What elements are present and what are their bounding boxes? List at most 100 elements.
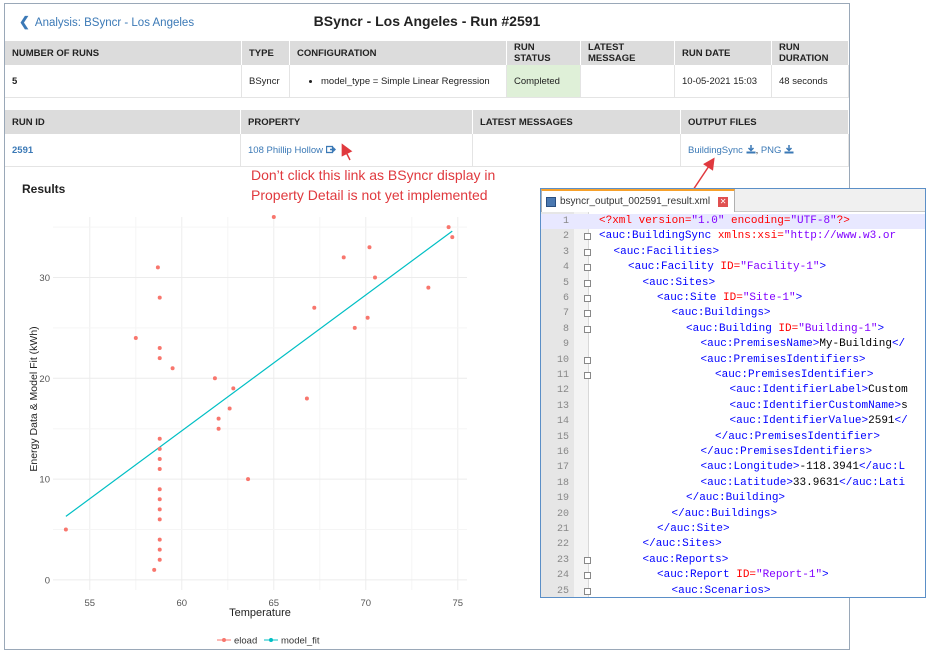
chevron-left-icon: ❮ — [19, 14, 30, 29]
fold-toggle-icon[interactable] — [584, 372, 591, 379]
line-number: 13 — [556, 400, 569, 412]
code-token: <auc:PremisesIdentifiers> — [700, 353, 866, 366]
code-token: "http://www.w3.or — [783, 230, 897, 243]
code-text: <auc:Buildings> — [672, 306, 771, 321]
code-token: <auc:Site — [657, 292, 724, 304]
back-link-label: Analysis: BSyncr - Los Angeles — [34, 17, 195, 29]
column-header[interactable]: LATEST MESSAGES — [472, 110, 681, 134]
fold-toggle-icon[interactable] — [584, 587, 591, 595]
code-text: <auc:Building ID="Building-1"> — [686, 322, 884, 337]
code-token: <auc:Sites> — [642, 276, 716, 289]
editor-tab-bar: bsyncr_output_002591_result.xml ✕ — [541, 189, 925, 212]
line-number: 16 — [556, 447, 569, 458]
y-axis-label: Energy Data & Model Fit (kWh) — [28, 326, 40, 471]
code-line: 13 <auc:IdentifierCustomName>s — [541, 399, 925, 414]
back-to-analysis-link[interactable]: ❮ Analysis: BSyncr - Los Angeles — [19, 14, 194, 30]
code-text: <auc:IdentifierValue>2591</ — [730, 414, 908, 429]
eload-point — [157, 547, 162, 552]
page-title: BSyncr - Los Angeles - Run #2591 — [313, 13, 541, 29]
code-token: </auc:Site> — [657, 523, 730, 535]
code-line: 14 <auc:IdentifierValue>2591</ — [541, 414, 925, 429]
code-token: </ — [894, 415, 908, 428]
eload-point — [170, 366, 175, 371]
chart-grid — [53, 217, 467, 590]
fold-toggle-icon[interactable] — [584, 295, 591, 302]
legend-eload-label: eload — [234, 636, 257, 647]
column-header[interactable]: CONFIGURATION — [289, 41, 507, 65]
column-header[interactable]: RUN DATE — [674, 41, 772, 65]
column-header[interactable]: TYPE — [241, 41, 290, 65]
editor-body[interactable]: 1 <?xml version="1.0" encoding="UTF-8"?> 2… — [541, 212, 925, 597]
column-header[interactable]: NUMBER OF RUNS — [5, 41, 242, 65]
axis-ticks: 55 60 65 70 75 0 10 20 30 — [39, 273, 463, 609]
code-line: 16 </auc:PremisesIdentifiers> — [541, 445, 925, 460]
code-token: "1.0" — [691, 215, 725, 227]
fold-toggle-icon[interactable] — [584, 248, 591, 256]
eload-point — [271, 215, 276, 219]
column-header[interactable]: PROPERTY — [240, 110, 473, 134]
eload-point — [450, 235, 455, 240]
fold-toggle-icon[interactable] — [584, 572, 591, 580]
line-number: 21 — [556, 524, 569, 535]
legend-model-fit-marker — [269, 638, 273, 642]
fold-toggle-icon[interactable] — [584, 556, 591, 564]
code-token: ID= — [720, 261, 741, 274]
code-text: <auc:IdentifierLabel>Custom — [730, 383, 908, 398]
code-token: <auc:IdentifierValue> — [729, 415, 869, 428]
column-header[interactable]: RUN ID — [5, 110, 241, 134]
code-token: My-Building — [819, 338, 892, 351]
code-line: 20 </auc:Buildings> — [541, 507, 925, 522]
fold-toggle-icon[interactable] — [584, 310, 591, 318]
buildingsync-download-link[interactable]: BuildingSync — [688, 144, 756, 156]
y-tick-label: 30 — [39, 273, 50, 284]
fold-toggle-icon[interactable] — [584, 356, 591, 364]
model-fit-line — [65, 230, 453, 517]
column-header[interactable]: RUN DURATION — [771, 41, 849, 65]
code-line: 19 </auc:Building> — [541, 491, 925, 506]
eload-point — [312, 305, 317, 310]
code-token: -118.3941 — [799, 461, 859, 474]
line-number: 15 — [556, 431, 569, 443]
legend-eload-marker — [222, 638, 226, 642]
code-token: </auc:Lati — [839, 476, 906, 489]
code-line: 7 <auc:Buildings> — [541, 306, 925, 321]
code-text: <auc:PremisesIdentifiers> — [701, 353, 866, 368]
column-header[interactable]: RUN STATUS — [506, 41, 581, 65]
code-token: </auc:PremisesIdentifier> — [715, 430, 881, 443]
file-tab[interactable]: bsyncr_output_002591_result.xml ✕ — [541, 189, 736, 212]
line-number: 24 — [556, 570, 569, 582]
line-number: 5 — [562, 277, 569, 289]
code-token: </auc:Buildings> — [671, 507, 778, 520]
line-number: 3 — [562, 246, 569, 258]
fold-toggle-icon[interactable] — [584, 279, 591, 287]
fold-toggle-icon[interactable] — [584, 233, 591, 241]
warning-annotation: Don’t click this link as BSyncr display … — [251, 165, 495, 205]
png-link-label: PNG — [760, 144, 782, 156]
run-id-link[interactable]: 2591 — [12, 144, 34, 156]
code-token: <auc:IdentifierCustomName> — [729, 399, 902, 412]
eload-point — [133, 335, 138, 340]
table-row: 5 BSyncr model_type = Simple Linear Regr… — [5, 65, 849, 98]
model-fit-series — [65, 230, 453, 517]
x-tick-label: 65 — [269, 598, 280, 609]
code-line: 15 </auc:PremisesIdentifier> — [541, 430, 925, 445]
file-tab-title: bsyncr_output_002591_result.xml — [560, 196, 711, 207]
column-header[interactable]: LATEST MESSAGE — [580, 41, 675, 65]
code-token: </ — [891, 338, 906, 351]
code-text: </auc:Site> — [657, 522, 730, 537]
png-download-link[interactable]: PNG — [760, 144, 794, 156]
eload-point — [367, 245, 372, 250]
external-link-icon — [325, 145, 336, 153]
code-token: > — [795, 292, 803, 304]
buildingsync-link-label: BuildingSync — [688, 144, 743, 156]
code-text: <auc:Facility ID="Facility-1"> — [628, 260, 826, 275]
close-icon[interactable]: ✕ — [718, 196, 729, 207]
fold-toggle-icon[interactable] — [584, 264, 591, 272]
run-summary-table: NUMBER OF RUNS TYPE CONFIGURATION RUN ST… — [5, 41, 849, 98]
property-link[interactable]: 108 Phillip Hollow — [248, 145, 336, 156]
run-detail-table: RUN ID PROPERTY LATEST MESSAGES OUTPUT F… — [5, 110, 849, 167]
code-line: 11 <auc:PremisesIdentifier> — [541, 368, 925, 383]
y-tick-label: 20 — [39, 374, 50, 385]
fold-toggle-icon[interactable] — [584, 325, 591, 333]
column-header[interactable]: OUTPUT FILES — [680, 110, 849, 134]
